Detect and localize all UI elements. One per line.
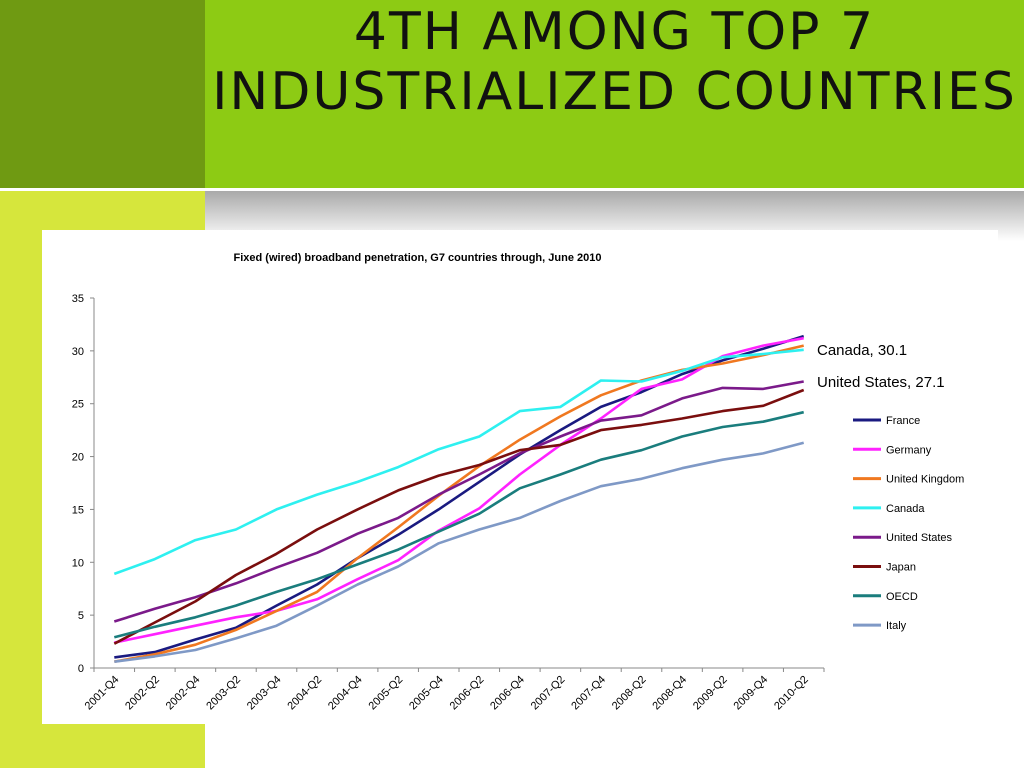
y-tick-label: 5 bbox=[78, 610, 84, 622]
legend-label-france: France bbox=[886, 415, 920, 427]
legend-label-germany: Germany bbox=[886, 444, 932, 456]
series-line-italy bbox=[114, 441, 805, 663]
series-line-germany bbox=[114, 336, 804, 644]
legend-label-united-kingdom: United Kingdom bbox=[886, 474, 964, 486]
legend-label-canada: Canada bbox=[886, 503, 925, 515]
x-tick-label: 2006-Q2 bbox=[448, 674, 487, 713]
x-tick-label: 2005-Q2 bbox=[367, 674, 406, 713]
slide-divider bbox=[0, 188, 1024, 191]
y-tick-label: 10 bbox=[72, 557, 84, 569]
series-line-japan bbox=[113, 388, 805, 645]
series-line-canada bbox=[113, 348, 804, 576]
x-tick-label: 2009-Q2 bbox=[691, 674, 730, 713]
x-tick-label: 2001-Q4 bbox=[83, 674, 122, 713]
y-tick-label: 20 bbox=[72, 452, 84, 464]
y-tick-label: 15 bbox=[72, 504, 84, 516]
slide-title: 4TH AMONG TOP 7 INDUSTRIALIZED COUNTRIES bbox=[212, 2, 1017, 122]
series-line-united-states bbox=[113, 380, 804, 623]
x-tick-label: 2007-Q2 bbox=[529, 674, 568, 713]
slide-title-band bbox=[205, 0, 1024, 188]
chart-title: Fixed (wired) broadband penetration, G7 … bbox=[233, 252, 602, 264]
x-tick-label: 2003-Q4 bbox=[245, 674, 284, 713]
y-tick-label: 0 bbox=[78, 663, 84, 675]
x-tick-label: 2010-Q2 bbox=[772, 674, 811, 713]
x-tick-label: 2008-Q2 bbox=[610, 674, 649, 713]
canada-annotation: Canada, 30.1 bbox=[817, 342, 908, 359]
y-tick-label: 35 bbox=[72, 293, 84, 305]
y-tick-label: 25 bbox=[72, 399, 84, 411]
series-line-france bbox=[114, 334, 805, 659]
x-tick-label: 2004-Q4 bbox=[326, 674, 365, 713]
x-tick-label: 2007-Q4 bbox=[569, 674, 608, 713]
united-states-annotation: United States, 27.1 bbox=[817, 374, 945, 391]
x-tick-label: 2008-Q4 bbox=[650, 674, 689, 713]
y-tick-label: 30 bbox=[72, 346, 84, 358]
slide-corner-block bbox=[0, 0, 205, 188]
legend-label-italy: Italy bbox=[886, 620, 907, 632]
legend-label-united-states: United States bbox=[886, 532, 953, 544]
x-tick-label: 2005-Q4 bbox=[407, 674, 446, 713]
x-tick-label: 2009-Q4 bbox=[732, 674, 771, 713]
x-tick-label: 2004-Q2 bbox=[285, 674, 324, 713]
legend-label-japan: Japan bbox=[886, 562, 916, 574]
x-tick-label: 2002-Q2 bbox=[123, 674, 162, 713]
x-tick-label: 2006-Q4 bbox=[488, 674, 527, 713]
series-line-oecd bbox=[113, 410, 804, 639]
legend-label-oecd: OECD bbox=[886, 591, 918, 603]
x-tick-label: 2002-Q4 bbox=[164, 674, 203, 713]
x-tick-label: 2003-Q2 bbox=[204, 674, 243, 713]
